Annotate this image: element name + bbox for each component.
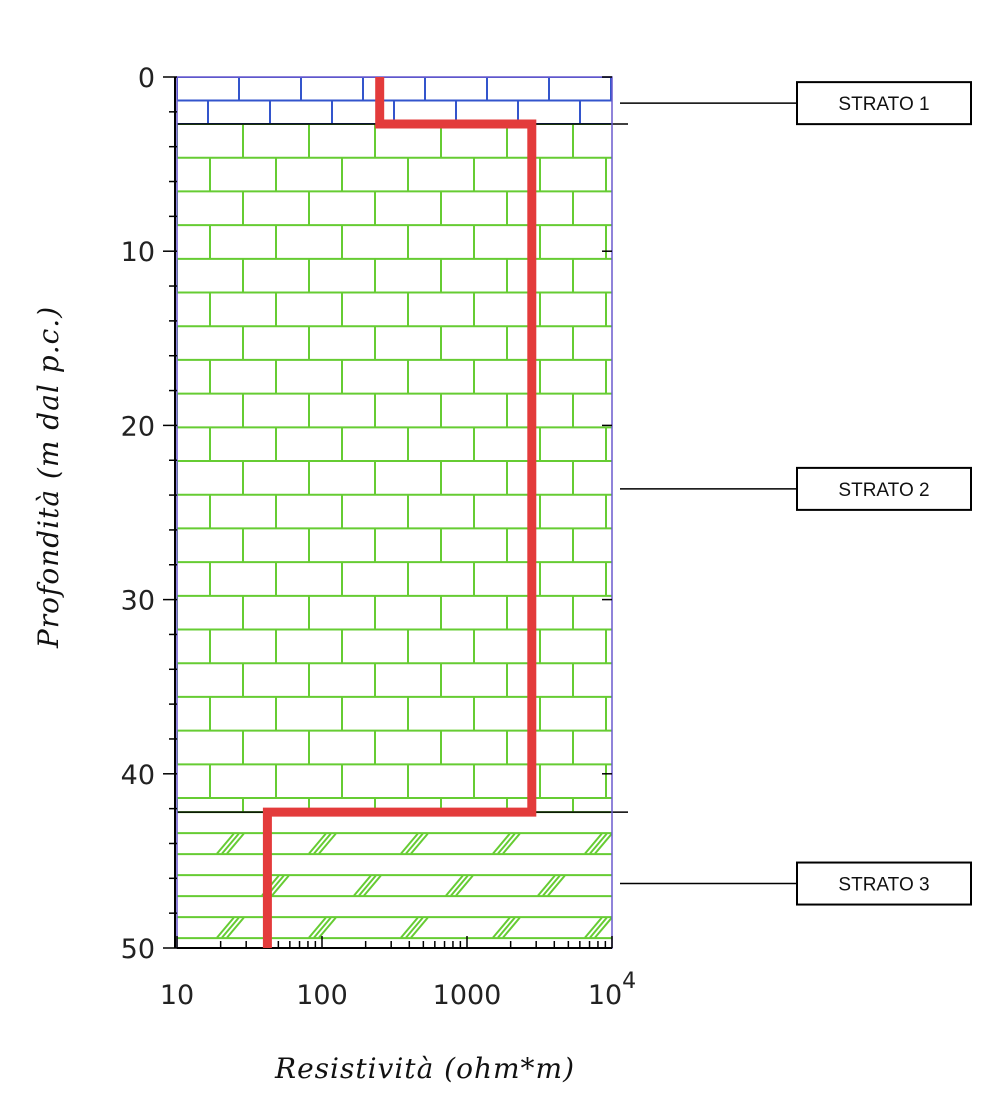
y-tick-label: 20 — [121, 411, 155, 442]
strata-labels: STRATO 1 STRATO 2 STRATO 3 — [620, 81, 972, 906]
y-tick-label: 10 — [121, 237, 155, 268]
y-axis-title: Profondità (m dal p.c.) — [32, 306, 65, 649]
strata-layers — [177, 77, 628, 940]
strato-label-1: STRATO 1 — [838, 94, 929, 115]
layer-pattern — [177, 77, 612, 125]
x-tick-label: 100 — [296, 980, 348, 1011]
layer-pattern — [177, 124, 612, 813]
strato-label-box — [796, 466, 972, 511]
strato-label-box — [796, 81, 972, 126]
layer-3 — [177, 811, 628, 940]
y-tick-label: 30 — [121, 586, 155, 617]
x-tick-label: 104 — [588, 969, 636, 1011]
y-tick-label: 50 — [121, 934, 155, 965]
strato-label-3: STRATO 3 — [838, 875, 929, 896]
layer-2 — [177, 123, 628, 813]
strato-label-2: STRATO 2 — [838, 480, 929, 501]
strato-label-box — [796, 861, 972, 906]
y-tick-label: 0 — [138, 63, 155, 94]
x-tick-label: 10 — [160, 980, 194, 1011]
x-tick-label: 1000 — [433, 980, 502, 1011]
y-tick-label: 40 — [121, 760, 155, 791]
x-axis-title: Resistività (ohm*m) — [274, 1052, 575, 1085]
layer-pattern — [177, 812, 612, 940]
layer-1 — [177, 77, 612, 125]
resistivity-line-0 — [262, 77, 537, 948]
resistivity-series — [262, 76, 537, 949]
